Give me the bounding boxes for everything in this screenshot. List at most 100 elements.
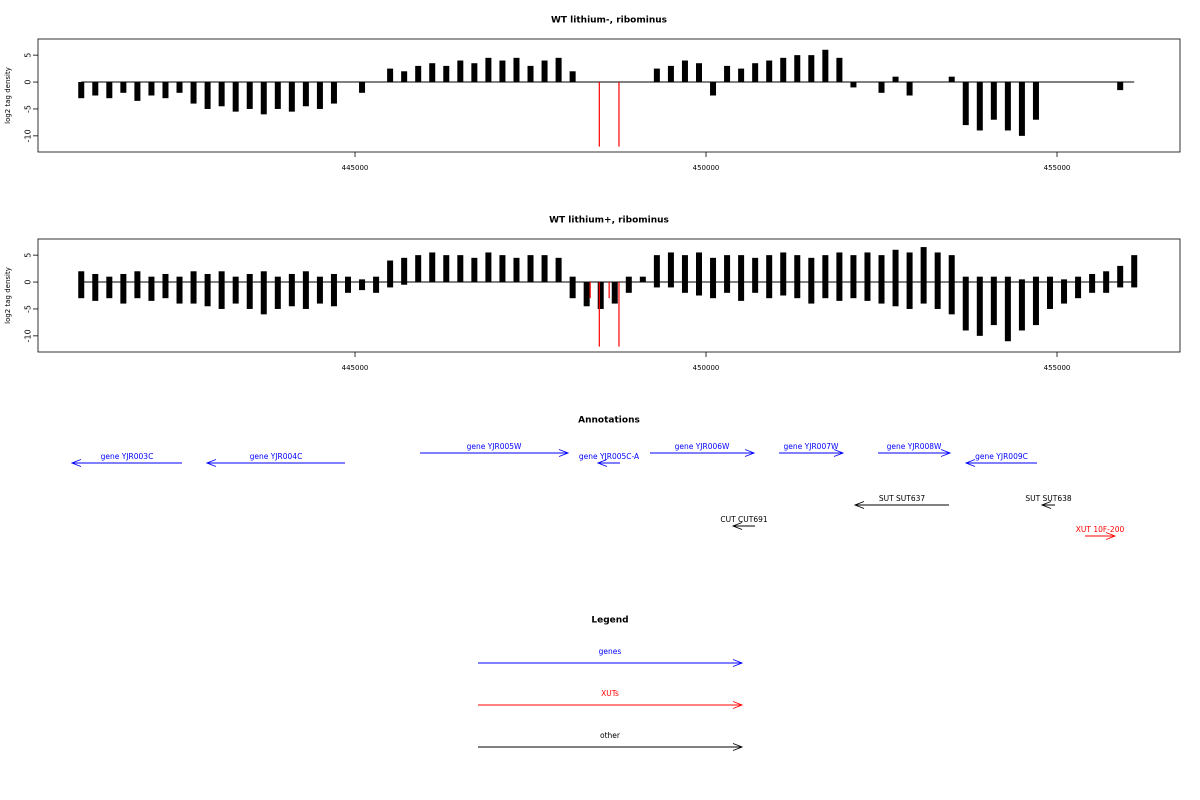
y-axis-label: log2 tag density	[4, 67, 12, 124]
bar	[1032, 276, 1039, 283]
bar	[1018, 279, 1025, 283]
bar	[589, 282, 591, 299]
feature-label: gene YJR007W	[784, 442, 839, 451]
bar	[878, 82, 885, 93]
bar	[639, 276, 646, 283]
bar	[204, 82, 211, 109]
y-tick-label: 0	[24, 80, 33, 85]
bar	[513, 257, 520, 283]
bar	[906, 82, 913, 96]
y-tick-label: 0	[24, 280, 33, 285]
bar	[962, 276, 969, 283]
bar	[387, 282, 394, 288]
bar	[948, 255, 955, 283]
bar	[302, 82, 309, 107]
bar	[681, 255, 688, 283]
bar	[822, 49, 829, 83]
bar	[920, 247, 927, 283]
bar	[260, 82, 267, 115]
bar	[471, 63, 478, 83]
bar	[598, 282, 600, 347]
bar	[1032, 282, 1039, 326]
x-tick-label: 450000	[693, 164, 720, 172]
bar	[878, 255, 885, 283]
bar	[569, 276, 576, 283]
bar	[232, 276, 239, 283]
bar	[695, 252, 702, 283]
bar	[738, 255, 745, 283]
chart-title: WT lithium-, ribominus	[551, 16, 667, 26]
feature-label: XUT 10F-200	[1076, 525, 1125, 534]
bar	[850, 282, 857, 299]
bar	[625, 276, 632, 283]
bar	[457, 60, 464, 83]
bar	[618, 282, 620, 347]
bar	[1061, 279, 1068, 283]
bar	[766, 282, 773, 299]
bar	[429, 63, 436, 83]
bar	[344, 282, 351, 293]
bar	[190, 271, 197, 283]
bar	[569, 282, 576, 299]
x-tick-label: 455000	[1044, 164, 1071, 172]
bar	[710, 257, 717, 283]
bar	[485, 252, 492, 283]
bar	[302, 271, 309, 283]
bar	[710, 282, 717, 299]
bar	[850, 82, 857, 88]
bar	[190, 282, 197, 304]
bar	[738, 68, 745, 83]
bar	[344, 276, 351, 283]
bar	[1103, 271, 1110, 283]
bar	[246, 82, 253, 109]
bar	[569, 71, 576, 83]
bar	[316, 82, 323, 109]
feature-arrow	[964, 459, 1037, 467]
bar	[218, 271, 225, 283]
bar	[527, 255, 534, 283]
y-tick-label: -10	[24, 329, 33, 342]
annotations-title: Annotations	[578, 416, 640, 426]
bar	[738, 282, 745, 301]
y-tick-label: 5	[24, 53, 33, 58]
bar	[934, 282, 941, 309]
bar	[597, 282, 604, 309]
bar	[527, 65, 534, 83]
bar	[611, 282, 618, 304]
bar	[976, 282, 983, 336]
bar	[330, 282, 337, 307]
bar	[260, 282, 267, 315]
feature-label: SUT SUT638	[1025, 494, 1072, 503]
bar	[288, 282, 295, 307]
bar	[288, 82, 295, 112]
bar	[316, 282, 323, 304]
bar	[106, 82, 113, 99]
bar	[892, 76, 899, 83]
bar	[1061, 282, 1068, 304]
bar	[190, 82, 197, 104]
bar	[443, 255, 450, 283]
bar	[618, 82, 620, 147]
bar	[92, 82, 99, 96]
bar	[555, 257, 562, 283]
bar	[892, 282, 899, 307]
bar	[485, 57, 492, 83]
feature-label: gene YJR004C	[250, 452, 303, 461]
bar	[359, 82, 366, 93]
bar	[1075, 276, 1082, 283]
bar	[134, 271, 141, 283]
feature-label: CUT CUT691	[720, 515, 768, 524]
legend-label: genes	[599, 647, 622, 656]
x-tick-label: 455000	[1044, 364, 1071, 372]
legend-arrow	[478, 743, 744, 751]
feature-label: gene YJR005C-A	[579, 452, 640, 461]
chart-title: WT lithium+, ribominus	[549, 216, 669, 226]
bar	[373, 276, 380, 283]
bar	[710, 82, 717, 96]
bar	[766, 60, 773, 83]
y-axis-label: log2 tag density	[4, 267, 12, 324]
bar	[864, 282, 871, 301]
bar	[878, 282, 885, 304]
bar	[78, 82, 85, 99]
bar	[794, 282, 801, 299]
